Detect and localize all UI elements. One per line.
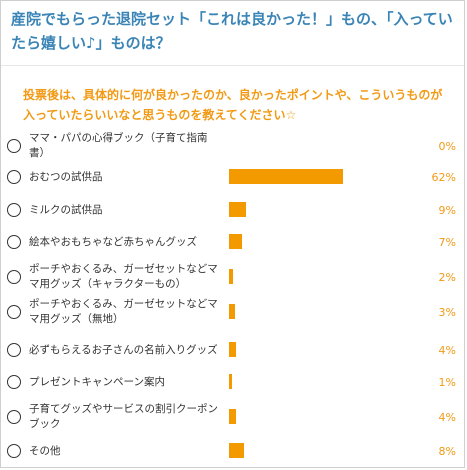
- result-bar: [229, 169, 343, 184]
- result-bar: [229, 202, 246, 217]
- radio-button[interactable]: [7, 444, 21, 458]
- option-percent: 8%: [438, 445, 456, 458]
- option-percent: 4%: [438, 344, 456, 357]
- poll-title: 産院でもらった退院セット「これは良かった！」もの、「入っていたら嬉しい♪」ものは…: [11, 10, 453, 52]
- result-bar: [229, 304, 235, 319]
- option-label: おむつの試供品: [29, 170, 103, 183]
- radio-button[interactable]: [7, 343, 21, 357]
- option-label: ミルクの試供品: [29, 203, 103, 216]
- option-label: 絵本やおもちゃなど赤ちゃんグッズ: [29, 235, 197, 248]
- result-bar: [229, 342, 236, 357]
- option-percent: 1%: [438, 376, 456, 389]
- option-label: 必ずもらえるお子さんの名前入りグッズ: [29, 343, 218, 356]
- radio-button[interactable]: [7, 375, 21, 389]
- radio-button[interactable]: [7, 139, 21, 153]
- option-label: ポーチやおくるみ、ガーゼセットなどママ用グッズ（無地）: [29, 298, 218, 325]
- option-percent: 3%: [438, 306, 456, 319]
- radio-button[interactable]: [7, 203, 21, 217]
- radio-button[interactable]: [7, 305, 21, 319]
- result-bar: [229, 443, 244, 458]
- option-percent: 9%: [438, 204, 456, 217]
- option-percent: 4%: [438, 411, 456, 424]
- divider: [1, 65, 464, 66]
- radio-button[interactable]: [7, 270, 21, 284]
- result-bar: [229, 234, 242, 249]
- option-label: プレゼントキャンペーン案内: [29, 375, 165, 388]
- option-percent: 0%: [438, 140, 456, 153]
- result-bar: [229, 409, 236, 424]
- result-bar: [229, 269, 233, 284]
- radio-button[interactable]: [7, 170, 21, 184]
- poll-description: 投票後は、具体的に何が良かったのか、良かったポイントや、こういうものが入っていた…: [23, 88, 443, 122]
- option-percent: 7%: [438, 236, 456, 249]
- option-label: ポーチやおくるみ、ガーゼセットなどママ用グッズ（キャラクターもの）: [29, 263, 218, 290]
- option-label: 子育てグッズやサービスの割引クーポンブック: [29, 403, 218, 430]
- radio-button[interactable]: [7, 410, 21, 424]
- option-label: その他: [29, 444, 61, 457]
- result-bar: [229, 374, 232, 389]
- option-percent: 2%: [438, 271, 456, 284]
- radio-button[interactable]: [7, 235, 21, 249]
- option-label: ママ・パパの心得ブック（子育て指南書）: [29, 132, 208, 159]
- option-percent: 62%: [431, 171, 456, 184]
